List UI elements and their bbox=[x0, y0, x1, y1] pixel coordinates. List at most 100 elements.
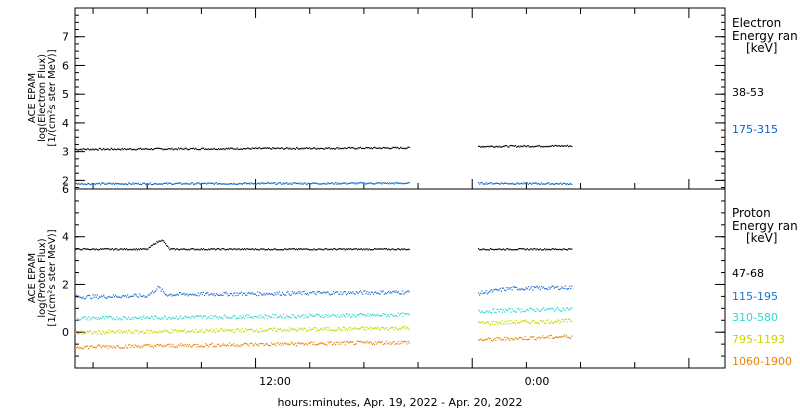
data-point bbox=[369, 314, 371, 316]
data-point bbox=[404, 182, 406, 184]
data-point bbox=[262, 294, 264, 296]
data-point bbox=[365, 342, 367, 344]
data-point bbox=[335, 330, 337, 332]
data-point bbox=[268, 147, 271, 149]
data-point bbox=[489, 181, 492, 184]
data-point bbox=[167, 183, 169, 185]
data-point bbox=[275, 293, 277, 296]
data-point bbox=[172, 248, 174, 250]
data-point bbox=[200, 315, 202, 317]
data-point bbox=[156, 288, 158, 290]
data-point bbox=[270, 344, 272, 347]
data-point bbox=[537, 249, 539, 251]
data-point bbox=[515, 337, 518, 339]
data-point bbox=[496, 321, 498, 324]
data-point bbox=[180, 315, 182, 317]
data-point bbox=[408, 314, 410, 316]
data-point bbox=[262, 182, 264, 184]
data-point bbox=[527, 145, 530, 147]
data-point bbox=[384, 314, 387, 316]
data-point bbox=[245, 182, 247, 184]
data-point bbox=[478, 181, 480, 184]
data-point bbox=[101, 317, 103, 319]
data-point bbox=[80, 183, 82, 185]
data-point bbox=[515, 146, 518, 148]
data-point bbox=[195, 343, 197, 346]
data-point bbox=[550, 307, 552, 310]
data-point bbox=[164, 345, 167, 347]
data-point bbox=[514, 249, 517, 251]
data-point bbox=[258, 345, 260, 347]
data-point bbox=[214, 346, 216, 348]
data-point bbox=[335, 248, 337, 250]
data-point bbox=[509, 145, 511, 147]
data-point bbox=[499, 287, 501, 289]
data-point bbox=[249, 292, 251, 295]
data-point bbox=[101, 333, 103, 335]
data-point bbox=[131, 295, 133, 297]
data-point bbox=[141, 183, 143, 186]
data-point bbox=[294, 342, 297, 344]
data-point bbox=[395, 315, 397, 317]
data-point bbox=[249, 183, 251, 185]
data-point bbox=[313, 291, 315, 293]
data-point bbox=[488, 323, 491, 325]
data-point bbox=[510, 337, 512, 340]
data-point bbox=[287, 344, 289, 346]
data-point bbox=[501, 338, 504, 340]
data-point bbox=[366, 326, 368, 328]
data-point bbox=[523, 320, 525, 322]
data-point bbox=[86, 345, 89, 347]
data-point bbox=[335, 291, 337, 293]
data-point bbox=[517, 288, 519, 290]
data-point bbox=[400, 146, 402, 148]
data-point bbox=[259, 331, 261, 333]
data-point bbox=[310, 148, 312, 150]
data-point bbox=[292, 328, 294, 330]
data-point bbox=[157, 285, 159, 288]
data-point bbox=[300, 315, 302, 318]
data-point bbox=[524, 288, 526, 290]
data-point bbox=[406, 326, 408, 329]
data-point bbox=[402, 182, 404, 184]
data-point bbox=[252, 317, 254, 320]
data-point bbox=[197, 330, 199, 332]
data-point bbox=[407, 248, 409, 250]
data-point bbox=[556, 248, 558, 251]
data-point bbox=[479, 249, 481, 251]
data-point bbox=[299, 342, 301, 345]
data-point bbox=[220, 183, 222, 185]
data-point bbox=[156, 147, 158, 149]
data-point bbox=[258, 147, 260, 149]
data-point bbox=[107, 248, 109, 250]
data-point bbox=[379, 293, 381, 295]
data-point bbox=[97, 297, 99, 300]
data-point bbox=[189, 183, 192, 185]
data-point bbox=[162, 346, 164, 348]
data-point bbox=[252, 330, 254, 332]
data-point bbox=[198, 182, 200, 184]
x-tick-label-1200: 12:00 bbox=[259, 375, 291, 388]
data-point bbox=[266, 343, 268, 345]
data-point bbox=[104, 318, 106, 320]
data-point bbox=[307, 182, 310, 184]
data-point bbox=[260, 343, 262, 345]
data-point bbox=[318, 329, 320, 331]
data-point bbox=[119, 331, 121, 334]
data-point bbox=[77, 248, 79, 250]
data-point bbox=[133, 294, 135, 296]
data-point bbox=[279, 147, 281, 150]
data-point bbox=[390, 291, 392, 293]
data-point bbox=[372, 248, 375, 251]
data-point bbox=[326, 147, 328, 149]
data-point bbox=[560, 310, 562, 312]
data-point bbox=[117, 331, 119, 333]
data-point bbox=[149, 182, 151, 184]
data-point bbox=[317, 290, 319, 293]
data-point bbox=[525, 319, 527, 321]
data-point bbox=[116, 330, 118, 332]
data-point bbox=[146, 296, 148, 298]
data-point bbox=[259, 183, 261, 185]
data-point bbox=[163, 148, 166, 150]
data-point bbox=[298, 148, 300, 150]
